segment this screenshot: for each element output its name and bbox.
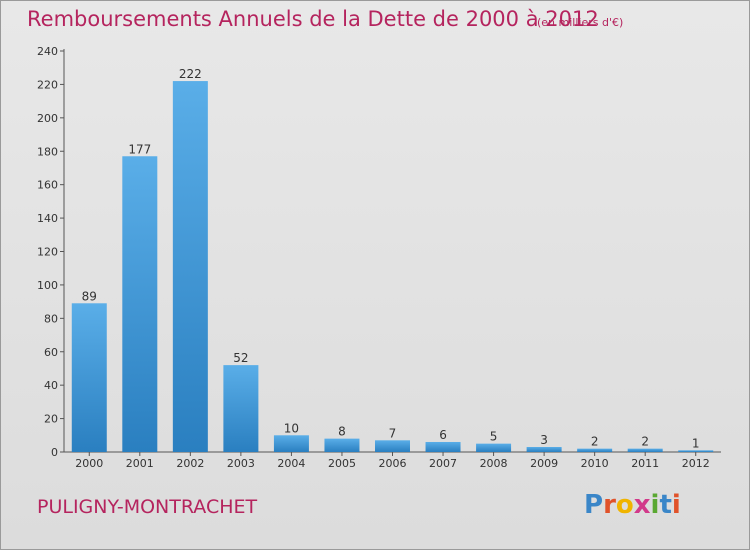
bar-2004 — [273, 435, 309, 452]
bar-2003 — [223, 365, 259, 452]
y-tick-label: 160 — [37, 179, 58, 192]
logo-letter: i — [671, 490, 681, 520]
bars — [71, 81, 714, 452]
bar-value-label: 177 — [128, 142, 151, 156]
proxiti-logo[interactable]: Proxiti — [584, 490, 681, 520]
x-tick-label: 2010 — [581, 457, 609, 470]
x-tick-label: 2007 — [429, 457, 457, 470]
y-tick-label: 20 — [44, 413, 58, 426]
chart-subtitle: (en milliers d'€) — [537, 16, 624, 29]
y-tick-label: 120 — [37, 246, 58, 259]
axes: 0 20 40 60 80 100 120 140 160 180 200 220 240 2000 200… — [37, 45, 721, 470]
x-tick-label: 2004 — [277, 457, 305, 470]
x-tick-label: 2003 — [227, 457, 255, 470]
bar-2000 — [71, 303, 107, 452]
bar-2012 — [678, 450, 714, 452]
bar-2007 — [425, 441, 461, 452]
x-tick-label: 2008 — [480, 457, 508, 470]
bar-value-label: 222 — [179, 67, 202, 81]
commune-name: PULIGNY-MONTRACHET — [37, 496, 258, 518]
bar-value-label: 7 — [389, 426, 397, 440]
logo-letter: P — [584, 490, 604, 520]
logo-letter: t — [659, 490, 672, 520]
bar-value-label: 1 — [692, 436, 700, 450]
value-labels: 89 177 222 52 10 8 7 6 5 3 2 2 1 — [82, 67, 700, 450]
chart-title: Remboursements Annuels de la Dette de 20… — [27, 7, 599, 31]
x-tick-label: 2012 — [682, 457, 710, 470]
y-tick-label: 140 — [37, 212, 58, 225]
bar-2001 — [122, 156, 158, 452]
x-tick-label: 2001 — [126, 457, 154, 470]
bar-value-label: 52 — [233, 351, 248, 365]
x-tick-label: 2000 — [75, 457, 103, 470]
y-tick-label: 40 — [44, 379, 58, 392]
logo-letter: r — [603, 490, 616, 520]
bar-2009 — [526, 446, 562, 452]
x-tick-label: 2002 — [176, 457, 204, 470]
y-tick-label: 60 — [44, 346, 58, 359]
y-tick-label: 220 — [37, 78, 58, 91]
logo-letter: o — [615, 490, 634, 520]
y-tick-label: 200 — [37, 112, 58, 125]
bar-2002 — [172, 81, 208, 452]
x-tick-label: 2009 — [530, 457, 558, 470]
y-tick-label: 100 — [37, 279, 58, 292]
bar-value-label: 2 — [641, 435, 649, 449]
bar-value-label: 2 — [591, 435, 599, 449]
bar-value-label: 5 — [490, 430, 498, 444]
logo-letter: x — [633, 490, 651, 520]
bar-2005 — [324, 438, 360, 452]
logo-letter: i — [650, 490, 660, 520]
bar-value-label: 89 — [82, 289, 97, 303]
bar-2008 — [476, 443, 512, 452]
bar-value-label: 3 — [540, 433, 548, 447]
x-tick-label: 2006 — [379, 457, 407, 470]
bar-2006 — [375, 440, 410, 452]
y-tick-label: 0 — [51, 446, 58, 459]
y-tick-label: 80 — [44, 312, 58, 325]
x-tick-label: 2005 — [328, 457, 356, 470]
y-tick-label: 180 — [37, 145, 58, 158]
bar-2011 — [627, 448, 663, 452]
bar-value-label: 6 — [439, 428, 447, 442]
x-tick-label: 2011 — [631, 457, 659, 470]
y-tick-label: 240 — [37, 45, 58, 58]
bar-value-label: 8 — [338, 425, 346, 439]
bar-2010 — [577, 448, 613, 452]
bar-value-label: 10 — [284, 421, 299, 435]
